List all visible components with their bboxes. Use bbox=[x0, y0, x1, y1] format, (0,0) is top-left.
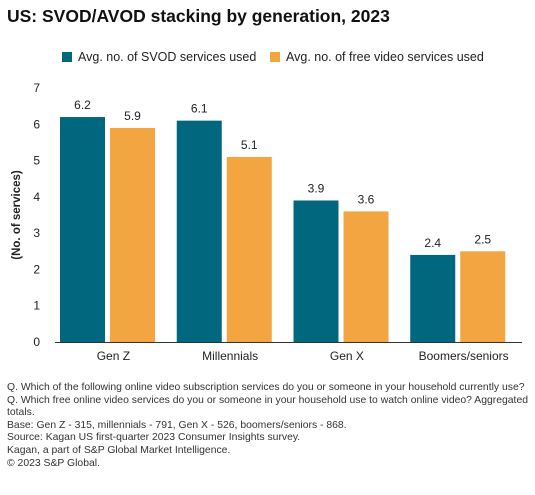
bar-free bbox=[226, 156, 272, 342]
y-tick-label: 1 bbox=[33, 299, 40, 313]
bar-free bbox=[460, 251, 506, 342]
bar-svod bbox=[293, 200, 339, 342]
data-label: 5.1 bbox=[241, 138, 258, 152]
y-tick-label: 7 bbox=[33, 81, 40, 95]
data-label: 5.9 bbox=[124, 109, 141, 123]
y-axis-label: (No. of services) bbox=[11, 170, 23, 260]
y-tick-label: 2 bbox=[33, 262, 40, 276]
y-tick-label: 0 bbox=[33, 335, 40, 349]
legend-item-svod: Avg. no. of SVOD services used bbox=[62, 50, 256, 64]
legend-label-svod: Avg. no. of SVOD services used bbox=[78, 50, 257, 64]
legend-label-free: Avg. no. of free video services used bbox=[286, 50, 484, 64]
bar-svod bbox=[60, 117, 105, 343]
x-tick-label: Millennials bbox=[202, 349, 258, 363]
chart-title: US: SVOD/AVOD stacking by generation, 20… bbox=[7, 6, 390, 26]
x-tick-label: Boomers/seniors bbox=[419, 349, 509, 363]
legend-item-free: Avg. no. of free video services used bbox=[270, 50, 484, 64]
footnote-question: Q. Which of the following online video s… bbox=[7, 382, 529, 419]
legend-swatch-svod bbox=[62, 52, 72, 62]
bar-svod bbox=[176, 120, 222, 343]
footnote-source: Source: Kagan US first-quarter 2023 Cons… bbox=[7, 432, 301, 444]
y-tick-label: 4 bbox=[33, 190, 40, 204]
data-label: 6.1 bbox=[191, 102, 208, 116]
bar-svod bbox=[410, 254, 456, 342]
data-label: 2.5 bbox=[474, 232, 491, 246]
footnote-base: Base: Gen Z - 315, millennials - 791, Ge… bbox=[7, 419, 347, 431]
data-label: 3.6 bbox=[358, 192, 375, 206]
y-tick-label: 6 bbox=[33, 117, 40, 131]
data-label: 6.2 bbox=[74, 98, 91, 112]
x-tick-label: Gen Z bbox=[97, 349, 130, 363]
y-tick-label: 3 bbox=[33, 226, 40, 240]
bar-free bbox=[343, 211, 389, 342]
legend-swatch-free bbox=[270, 52, 280, 62]
data-label: 2.4 bbox=[424, 236, 441, 250]
footnote-kagan: Kagan, a part of S&P Global Market Intel… bbox=[7, 444, 231, 456]
x-tick-label: Gen X bbox=[330, 349, 364, 363]
footnotes: Q. Which of the following online video s… bbox=[7, 382, 529, 470]
footnote-copyright: © 2023 S&P Global. bbox=[7, 457, 100, 469]
y-tick-label: 5 bbox=[33, 154, 40, 168]
bar-free bbox=[110, 127, 155, 343]
bar-chart: 0 1 2 3 4 5 6 7 (No. of services) 6.2 5.9 Gen Z 6.1 5… bbox=[11, 81, 522, 363]
data-label: 3.9 bbox=[308, 181, 325, 195]
